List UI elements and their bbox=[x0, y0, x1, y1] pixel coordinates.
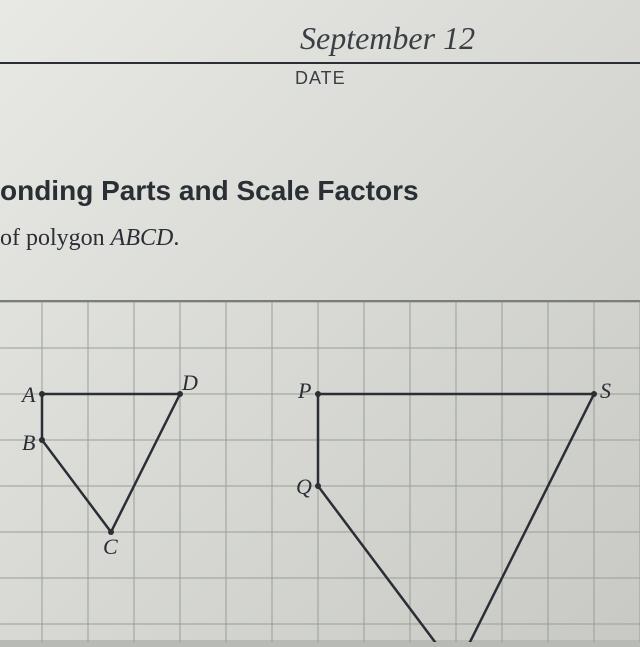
vertex-label-P: P bbox=[297, 378, 311, 403]
date-label: DATE bbox=[295, 68, 346, 89]
figure-container: ABCDPQRS bbox=[0, 300, 640, 640]
vertex-dot-S bbox=[591, 391, 597, 397]
section-title: onding Parts and Scale Factors bbox=[0, 175, 419, 207]
vertex-dot-Q bbox=[315, 483, 321, 489]
handwritten-date: September 12 bbox=[300, 20, 475, 57]
subtitle-suffix: . bbox=[173, 225, 179, 251]
subtitle-polygon-name: ABCD bbox=[111, 225, 174, 251]
polygon-abcd bbox=[42, 394, 180, 532]
vertex-dot-P bbox=[315, 391, 321, 397]
geometry-grid: ABCDPQRS bbox=[0, 302, 640, 642]
subtitle: of polygon ABCD. bbox=[0, 225, 179, 252]
vertex-label-S: S bbox=[600, 378, 611, 403]
date-underline bbox=[0, 62, 640, 64]
vertex-label-A: A bbox=[20, 382, 36, 407]
vertex-label-C: C bbox=[103, 534, 118, 559]
vertex-label-D: D bbox=[181, 370, 198, 395]
vertex-label-Q: Q bbox=[296, 474, 312, 499]
worksheet-paper: September 12 DATE onding Parts and Scale… bbox=[0, 0, 640, 640]
vertex-dot-A bbox=[39, 391, 45, 397]
vertex-dot-B bbox=[39, 437, 45, 443]
subtitle-prefix: of polygon bbox=[0, 225, 111, 251]
vertex-label-B: B bbox=[22, 430, 35, 455]
